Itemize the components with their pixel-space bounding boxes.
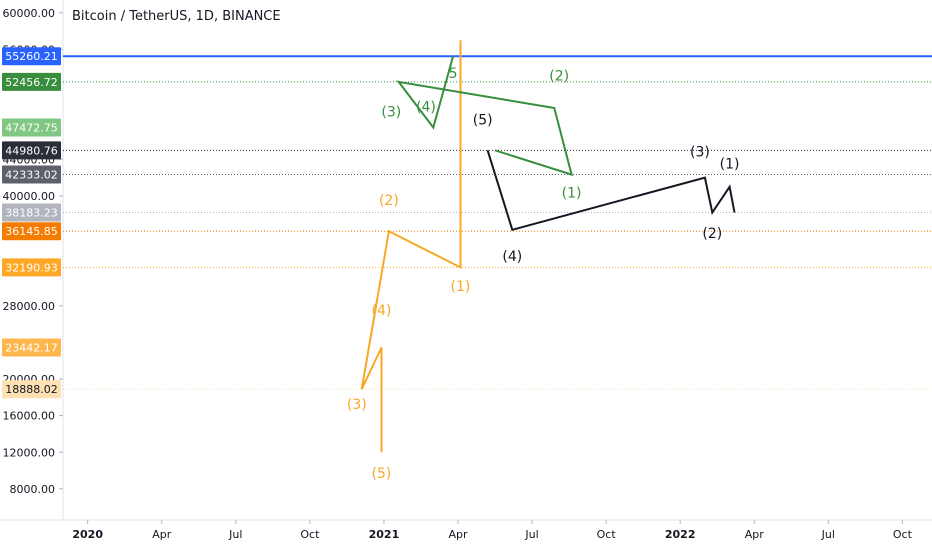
wave-label: (2) <box>379 193 399 209</box>
x-tick-label: Jul <box>524 528 538 541</box>
x-tick-label: Apr <box>448 528 468 541</box>
y-tick-label: 16000.00 <box>3 410 56 423</box>
price-badge-label: 38183.23 <box>5 207 58 220</box>
wave-line-3 <box>486 150 736 232</box>
wave-label: 5 <box>449 66 458 82</box>
wave-label: (3) <box>347 397 367 413</box>
wave-line-1 <box>360 40 462 453</box>
y-tick-label: 12000.00 <box>3 446 56 459</box>
price-badge-label: 18888.02 <box>5 383 58 396</box>
wave-label: (1) <box>720 156 740 172</box>
wave-label: (5) <box>372 466 392 482</box>
x-tick-label: Oct <box>893 528 913 541</box>
chart-title: Bitcoin / TetherUS, 1D, BINANCE <box>72 9 281 24</box>
x-tick-label: Jul <box>821 528 835 541</box>
x-tick-label: Apr <box>745 528 765 541</box>
price-badge-label: 36145.85 <box>5 225 58 238</box>
price-badge-label: 23442.17 <box>5 342 58 355</box>
x-tick-label: 2022 <box>665 528 696 541</box>
price-badge <box>2 222 61 241</box>
wave-label: (4) <box>416 100 436 116</box>
x-tick-label: 2020 <box>72 528 103 541</box>
x-tick-label: 2021 <box>369 528 400 541</box>
wave-label: (3) <box>690 145 710 161</box>
x-tick-label: Jul <box>228 528 242 541</box>
price-badge <box>2 338 61 357</box>
price-badge-label: 42333.02 <box>5 169 58 182</box>
wave-label: (5) <box>473 113 493 129</box>
price-badge <box>2 165 61 184</box>
price-badge <box>2 141 61 160</box>
wave-label: (4) <box>372 303 392 319</box>
price-badge-label: 44980.76 <box>5 144 58 157</box>
price-badge <box>2 380 61 399</box>
x-tick-label: Oct <box>597 528 617 541</box>
wave-label: (3) <box>381 104 401 120</box>
price-badge <box>2 258 61 277</box>
wave-line-2 <box>396 55 574 177</box>
x-tick-label: Oct <box>300 528 320 541</box>
price-badge <box>2 118 61 137</box>
y-tick-label: 40000.00 <box>3 190 56 203</box>
x-tick-label: Apr <box>152 528 172 541</box>
y-tick-label: 28000.00 <box>3 300 56 313</box>
price-badge-label: 55260.21 <box>5 50 58 63</box>
price-badge <box>2 72 61 91</box>
wave-label: (1) <box>562 186 582 202</box>
wave-label: (4) <box>502 249 522 265</box>
y-tick-label: 8000.00 <box>10 483 56 496</box>
y-tick-label: 60000.00 <box>3 7 56 20</box>
price-badge-label: 47472.75 <box>5 122 58 135</box>
price-badge <box>2 47 61 66</box>
price-badge <box>2 203 61 222</box>
wave-label: (2) <box>549 69 569 85</box>
price-badge-label: 32190.93 <box>5 261 58 274</box>
price-badge-label: 52456.72 <box>5 76 58 89</box>
wave-label: (1) <box>451 279 471 295</box>
wave-label: (2) <box>702 226 722 242</box>
